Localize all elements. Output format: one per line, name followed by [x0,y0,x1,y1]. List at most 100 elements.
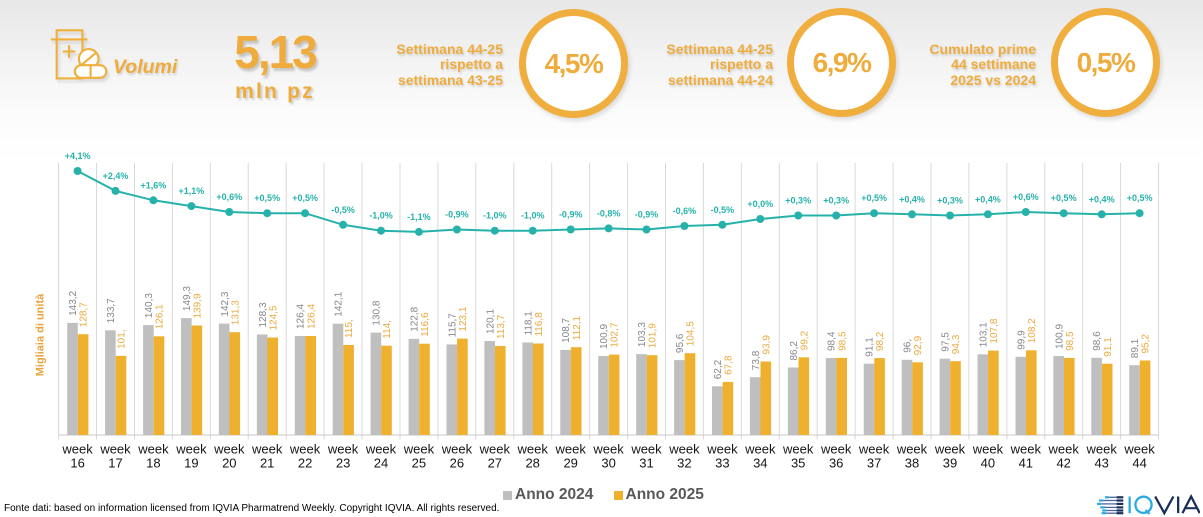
svg-text:104,5: 104,5 [686,321,697,346]
svg-text:98,5: 98,5 [837,331,848,351]
svg-text:week: week [1086,442,1118,457]
svg-text:86,2: 86,2 [789,341,800,361]
svg-text:week: week [744,442,776,457]
svg-text:149,3: 149,3 [182,286,193,311]
svg-text:142,3: 142,3 [220,291,231,316]
svg-text:115,: 115, [344,319,355,338]
svg-text:Migliaia di unità: Migliaia di unità [35,293,47,376]
svg-text:33: 33 [715,456,729,471]
svg-text:week: week [137,442,169,457]
svg-text:108,2: 108,2 [1027,318,1038,343]
svg-text:107,8: 107,8 [989,318,1000,343]
svg-text:20: 20 [222,456,236,471]
svg-text:128,3: 128,3 [258,302,269,327]
svg-text:27: 27 [488,456,502,471]
svg-text:41: 41 [1019,456,1033,471]
svg-text:week: week [289,442,321,457]
svg-text:week: week [630,442,662,457]
svg-text:98,2: 98,2 [875,331,886,351]
svg-text:115,7: 115,7 [447,313,458,338]
svg-text:week: week [441,442,473,457]
svg-text:17: 17 [108,456,122,471]
svg-text:week: week [820,442,852,457]
svg-text:95,6: 95,6 [675,333,686,353]
svg-text:142,1: 142,1 [334,291,345,316]
svg-text:116,8: 116,8 [534,312,545,337]
svg-text:143,2: 143,2 [68,290,79,315]
svg-text:32: 32 [677,456,691,471]
svg-text:34: 34 [753,456,767,471]
svg-text:98,4: 98,4 [827,331,838,351]
svg-text:+0,0%: +0,0% [747,199,773,209]
svg-text:+0,3%: +0,3% [823,196,849,206]
svg-text:93,9: 93,9 [761,335,772,355]
svg-text:+0,5%: +0,5% [1127,193,1153,203]
svg-text:113,7: 113,7 [496,314,507,339]
svg-text:week: week [972,442,1004,457]
svg-text:+0,4%: +0,4% [1089,194,1115,204]
svg-text:week: week [251,442,283,457]
svg-text:99,9: 99,9 [1016,330,1027,350]
svg-text:123,1: 123,1 [458,306,469,331]
svg-text:22: 22 [298,456,312,471]
svg-text:40: 40 [981,456,995,471]
svg-text:-1,1%: -1,1% [407,212,431,222]
svg-text:+1,6%: +1,6% [141,180,167,190]
svg-text:+0,5%: +0,5% [254,193,280,203]
svg-text:98,6: 98,6 [1092,331,1103,351]
svg-text:96,: 96, [903,339,914,353]
svg-text:+2,4%: +2,4% [103,171,129,181]
svg-text:118,1: 118,1 [523,311,534,336]
svg-text:-0,5%: -0,5% [711,205,735,215]
svg-text:week: week [706,442,738,457]
svg-text:126,4: 126,4 [296,304,307,329]
svg-text:-0,9%: -0,9% [559,210,583,220]
svg-text:-1,0%: -1,0% [369,211,393,221]
svg-text:94,3: 94,3 [951,334,962,354]
svg-text:62,2: 62,2 [713,359,724,379]
svg-text:36: 36 [829,456,843,471]
svg-text:+0,6%: +0,6% [216,192,242,202]
svg-text:-1,0%: -1,0% [483,211,507,221]
svg-text:week: week [479,442,511,457]
svg-text:+0,5%: +0,5% [292,193,318,203]
svg-text:124,5: 124,5 [268,305,279,330]
svg-text:week: week [1123,442,1155,457]
svg-text:116,6: 116,6 [420,312,431,337]
svg-text:+0,5%: +0,5% [1051,193,1077,203]
svg-text:43: 43 [1094,456,1108,471]
svg-text:week: week [782,442,814,457]
svg-text:97,5: 97,5 [941,332,952,352]
svg-text:week: week [213,442,245,457]
svg-text:-0,6%: -0,6% [673,206,697,216]
svg-text:102,7: 102,7 [610,322,621,347]
svg-text:128,7: 128,7 [79,302,90,327]
svg-text:35: 35 [791,456,805,471]
svg-text:week: week [403,442,435,457]
svg-text:-0,9%: -0,9% [445,210,469,220]
svg-text:week: week [61,442,93,457]
svg-text:100,9: 100,9 [599,324,610,349]
svg-text:-1,0%: -1,0% [521,211,545,221]
svg-text:week: week [1048,442,1080,457]
svg-text:week: week [896,442,928,457]
svg-text:101,: 101, [117,329,128,348]
svg-text:44: 44 [1132,456,1146,471]
svg-text:139,9: 139,9 [193,293,204,318]
svg-text:37: 37 [867,456,881,471]
svg-text:73,8: 73,8 [751,350,762,370]
svg-text:19: 19 [184,456,198,471]
svg-text:92,9: 92,9 [913,335,924,355]
svg-text:+0,6%: +0,6% [1013,192,1039,202]
svg-text:103,1: 103,1 [978,322,989,347]
svg-text:131,3: 131,3 [230,300,241,325]
svg-text:95,2: 95,2 [1141,334,1152,354]
svg-text:39: 39 [943,456,957,471]
svg-text:+0,3%: +0,3% [937,196,963,206]
svg-text:31: 31 [639,456,653,471]
svg-text:99,2: 99,2 [799,330,810,350]
svg-text:26: 26 [450,456,464,471]
svg-text:112,1: 112,1 [572,315,583,340]
svg-text:-0,9%: -0,9% [635,210,659,220]
svg-text:+0,4%: +0,4% [899,194,925,204]
